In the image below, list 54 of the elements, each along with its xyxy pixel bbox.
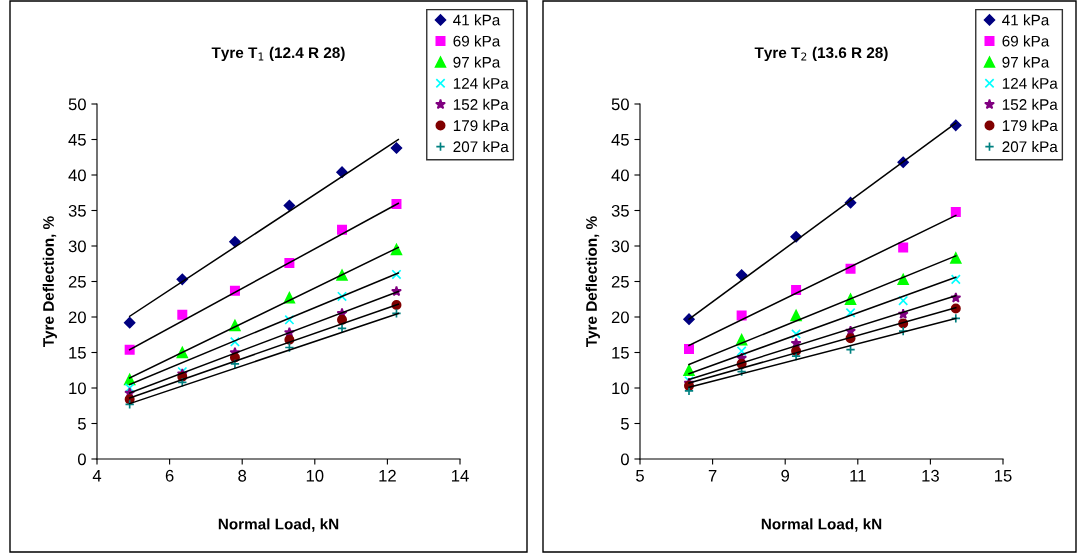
legend-label: 124 kPa xyxy=(453,77,509,89)
legend-label: 69 kPa xyxy=(1002,35,1050,47)
y-tick-label: 35 xyxy=(68,204,86,217)
legend-label: 41 kPa xyxy=(1002,14,1050,26)
legend-label: 152 kPa xyxy=(453,98,509,110)
legend-label: 124 kPa xyxy=(1002,77,1058,89)
y-tick-label: 0 xyxy=(77,453,86,466)
y-tick-label: 25 xyxy=(68,275,86,288)
x-tick-label: 13 xyxy=(922,469,939,482)
y-tick-label: 45 xyxy=(68,134,86,146)
y-tick-label: 25 xyxy=(611,275,629,288)
y-tick-label: 15 xyxy=(69,347,86,359)
x-axis-title: Normal Load, kN xyxy=(218,518,339,532)
legend-label: 179 kPa xyxy=(453,119,509,132)
x-tick-label: 12 xyxy=(379,469,396,482)
x-tick-label: 9 xyxy=(781,469,790,482)
y-tick-label: 30 xyxy=(611,240,629,253)
legend-label: 179 kPa xyxy=(1002,119,1058,132)
y-tick-label: 0 xyxy=(620,453,629,466)
legend-label: 207 kPa xyxy=(1002,140,1058,153)
y-axis-title: Tyre Deflection, % xyxy=(42,216,57,347)
x-tick-label: 5 xyxy=(636,470,644,482)
y-tick-label: 50 xyxy=(68,98,86,111)
y-tick-label: 5 xyxy=(620,418,629,430)
y-tick-label: 10 xyxy=(69,382,86,395)
x-tick-label: 7 xyxy=(708,470,717,482)
y-tick-label: 20 xyxy=(611,311,629,324)
x-tick-label: 8 xyxy=(238,469,247,482)
x-axis-title: Normal Load, kN xyxy=(761,518,882,532)
y-tick-label: 5 xyxy=(77,418,86,430)
y-tick-label: 15 xyxy=(612,347,629,359)
chart-title: Tyre T$_{2}$ (13.6 R 28) xyxy=(754,46,888,62)
x-tick-label: 4 xyxy=(92,470,102,482)
y-tick-label: 35 xyxy=(611,204,629,217)
x-tick-label: 15 xyxy=(995,470,1012,482)
y-tick-label: 30 xyxy=(68,240,86,253)
y-tick-label: 40 xyxy=(611,169,629,182)
legend-label: 97 kPa xyxy=(1002,56,1050,68)
x-tick-label: 14 xyxy=(452,470,469,482)
legend-label: 41 kPa xyxy=(453,14,501,26)
y-tick-label: 10 xyxy=(612,382,629,395)
x-tick-label: 6 xyxy=(165,469,174,482)
legend-label: 69 kPa xyxy=(453,35,501,47)
y-tick-label: 45 xyxy=(611,134,629,146)
y-tick-label: 50 xyxy=(611,98,629,111)
y-tick-label: 20 xyxy=(68,311,86,324)
x-tick-label: 10 xyxy=(306,469,324,482)
legend-label: 152 kPa xyxy=(1002,98,1058,110)
legend-label: 207 kPa xyxy=(453,140,509,153)
x-tick-label: 11 xyxy=(850,470,866,482)
legend-label: 97 kPa xyxy=(453,56,501,68)
y-tick-label: 40 xyxy=(68,169,86,182)
y-axis-title: Tyre Deflection, % xyxy=(585,216,600,347)
chart-title: Tyre T$_{1}$ (12.4 R 28) xyxy=(211,46,345,62)
